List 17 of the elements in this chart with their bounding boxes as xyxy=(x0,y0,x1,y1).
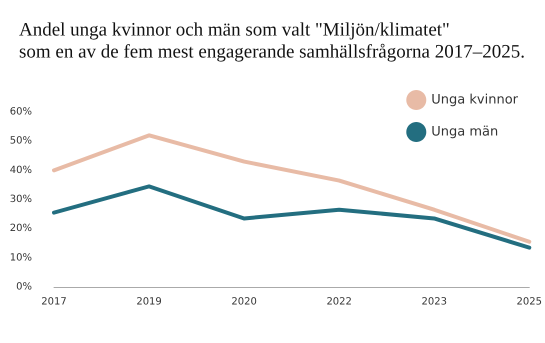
x-tick-label: 2020 xyxy=(231,296,257,308)
x-tick-label: 2019 xyxy=(136,296,162,308)
y-tick-label: 50% xyxy=(10,136,32,147)
x-tick-label: 2025 xyxy=(516,296,542,308)
line-series xyxy=(52,184,532,250)
y-tick-label: 40% xyxy=(10,164,32,176)
y-tick-label: 60% xyxy=(10,106,32,118)
y-tick-label: 20% xyxy=(10,223,32,234)
x-tick-label: 2023 xyxy=(421,296,447,308)
chart-title: Andel unga kvinnor och män som valt "Miljön/klimatet" som en av de fem mest engagerande samhällsfrågorna 2017–2025. xyxy=(19,20,525,62)
x-tick-label: 2017 xyxy=(41,296,67,308)
x-tick-label: 2022 xyxy=(326,296,352,308)
legend-label: Unga män xyxy=(431,124,498,140)
y-tick-label: 30% xyxy=(10,194,32,205)
y-tick-label: 10% xyxy=(10,252,32,264)
legend-label: Unga kvinnor xyxy=(431,92,519,108)
y-tick-label: 0% xyxy=(16,282,32,292)
